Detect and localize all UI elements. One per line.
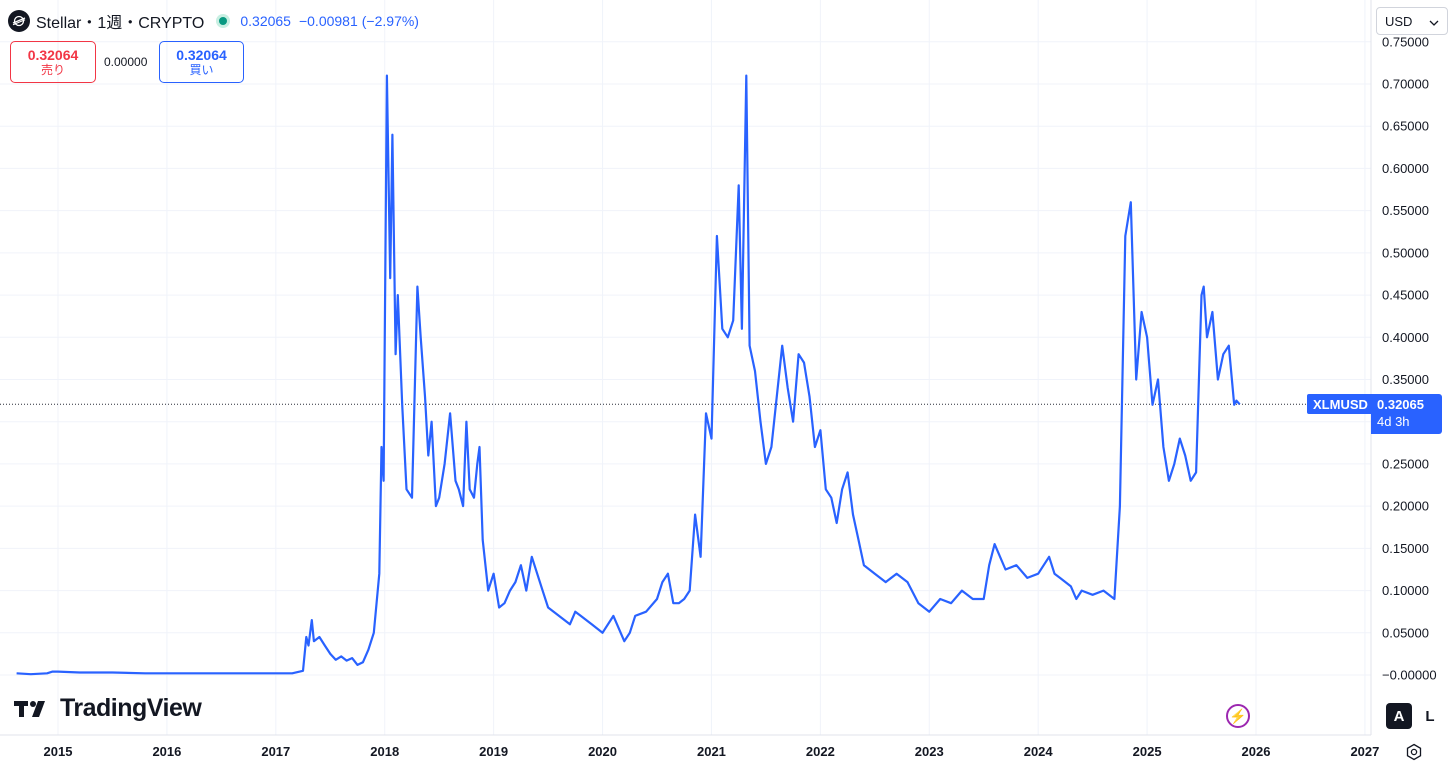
y-tick-label: 0.60000 [1382, 161, 1429, 176]
y-tick-label: 0.65000 [1382, 119, 1429, 134]
sell-label: 売り [40, 63, 65, 77]
currency-select[interactable]: USD [1376, 7, 1448, 35]
sell-button[interactable]: 0.32064 売り [10, 41, 96, 83]
y-tick-label: 0.05000 [1382, 625, 1429, 640]
tradingview-logo-icon [14, 700, 45, 717]
x-tick-label: 2020 [588, 744, 617, 759]
settings-icon[interactable] [1403, 741, 1425, 763]
sell-price: 0.32064 [27, 47, 79, 63]
chevron-down-icon [1429, 14, 1439, 29]
symbol-price-label: XLMUSD [1307, 394, 1374, 414]
y-tick-label: 0.75000 [1382, 34, 1429, 49]
symbol-title[interactable]: Stellar・1週・CRYPTO [36, 15, 205, 32]
chart-grid [0, 0, 1371, 735]
header-change: −0.00981 [298, 13, 358, 29]
buy-button[interactable]: 0.32064 買い [159, 41, 244, 83]
market-status-icon[interactable] [216, 14, 231, 28]
y-tick-label: 0.40000 [1382, 330, 1429, 345]
y-tick-label: 0.55000 [1382, 203, 1429, 218]
brand-name: TradingView [60, 694, 202, 722]
y-tick-label: 0.50000 [1382, 245, 1429, 260]
y-tick-label: 0.35000 [1382, 372, 1429, 387]
currency-value: USD [1385, 13, 1413, 29]
x-tick-label: 2022 [806, 744, 835, 759]
price-axis[interactable]: 0.75000 0.70000 0.65000 0.60000 0.55000 0.500… [1382, 34, 1437, 682]
y-tick-label: 0.10000 [1382, 583, 1429, 598]
buy-label: 買い [189, 63, 214, 77]
last-price-value: 0.32065 [1377, 397, 1424, 412]
y-tick-label: 0.25000 [1382, 456, 1429, 471]
last-price-label: 0.32065 4d 3h [1371, 394, 1442, 434]
lightning-icon[interactable]: ⚡ [1226, 704, 1250, 728]
x-tick-label: 2023 [915, 744, 944, 759]
x-tick-label: 2019 [479, 744, 508, 759]
buy-price: 0.32064 [176, 47, 227, 63]
x-tick-label: 2017 [261, 744, 290, 759]
y-tick-label: 0.20000 [1382, 499, 1429, 514]
tradingview-logo[interactable]: TradingView [14, 694, 202, 723]
y-tick-label: −0.00000 [1382, 668, 1437, 683]
x-tick-label: 2024 [1024, 744, 1054, 759]
y-tick-label: 0.45000 [1382, 288, 1429, 303]
x-tick-label: 2016 [152, 744, 181, 759]
symbol-header: Stellar・1週・CRYPTO 0.32065 −0.00981 (−2.9… [8, 8, 423, 34]
y-tick-label: 0.70000 [1382, 77, 1429, 92]
header-change-percent: (−2.97%) [361, 13, 419, 29]
x-tick-label: 2021 [697, 744, 726, 759]
time-axis[interactable]: 2015 2016 2017 2018 2019 2020 2021 2022 2023 2024… [44, 744, 1380, 759]
x-tick-label: 2026 [1242, 744, 1271, 759]
header-last-price: 0.32065 [240, 13, 291, 29]
spread-value: 0.00000 [104, 55, 148, 69]
auto-scale-button[interactable]: A [1386, 703, 1412, 729]
y-tick-label: 0.15000 [1382, 541, 1429, 556]
x-tick-label: 2027 [1350, 744, 1379, 759]
log-scale-button[interactable]: L [1425, 707, 1435, 725]
price-series-line [16, 74, 1241, 676]
x-tick-label: 2015 [44, 744, 73, 759]
x-tick-label: 2025 [1133, 744, 1162, 759]
x-tick-label: 2018 [370, 744, 399, 759]
bar-countdown: 4d 3h [1377, 414, 1410, 429]
stellar-logo-icon [8, 10, 30, 32]
